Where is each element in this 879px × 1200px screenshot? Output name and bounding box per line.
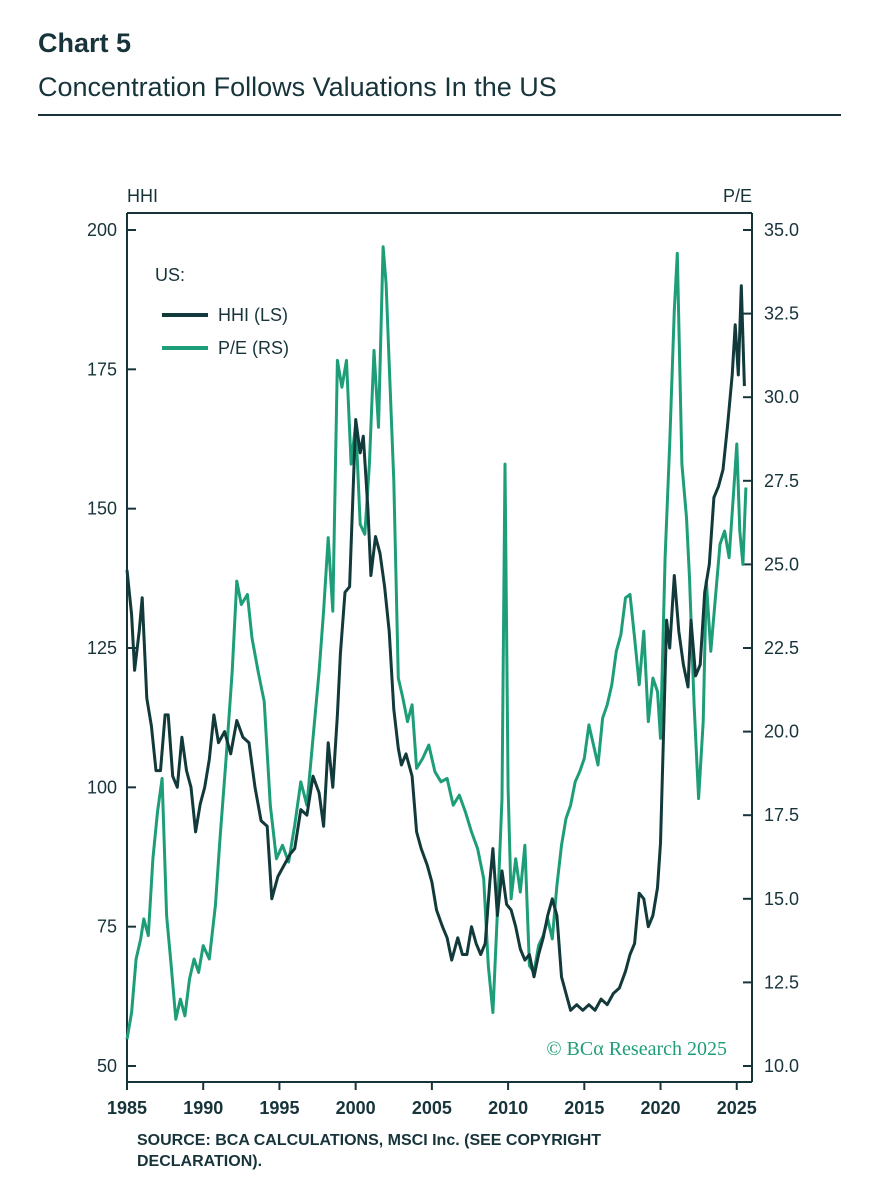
- x-tick-label: 2010: [488, 1098, 528, 1118]
- left-tick-label: 50: [97, 1056, 117, 1076]
- axis-ticks: 50 75 100 125 150 175 200 10.0 12.5 15.0 17.5 20.0 2…: [87, 220, 799, 1118]
- right-tick-label: 27.5: [764, 471, 799, 491]
- x-tick-label: 1990: [183, 1098, 223, 1118]
- right-tick-label: 35.0: [764, 220, 799, 240]
- series-lines: [125, 245, 748, 1040]
- title-divider: [38, 114, 841, 116]
- right-tick-label: 32.5: [764, 304, 799, 324]
- legend-label-hhi: HHI (LS): [218, 305, 288, 325]
- right-tick-label: 22.5: [764, 638, 799, 658]
- left-tick-label: 75: [97, 917, 117, 937]
- left-tick-label: 200: [87, 220, 117, 240]
- x-tick-label: 2020: [641, 1098, 681, 1118]
- right-tick-label: 17.5: [764, 805, 799, 825]
- pe-series-line: [125, 245, 748, 1040]
- right-tick-label: 12.5: [764, 972, 799, 992]
- source-note: SOURCE: BCA CALCULATIONS, MSCI Inc. (SEE…: [137, 1132, 602, 1170]
- left-tick-label: 100: [87, 777, 117, 797]
- bca-watermark: © BCα Research 2025: [546, 1038, 727, 1060]
- left-tick-label: 125: [87, 638, 117, 658]
- right-tick-label: 10.0: [764, 1056, 799, 1076]
- legend: US: HHI (LS) P/E (RS): [155, 265, 289, 358]
- x-tick-label: 2015: [564, 1098, 604, 1118]
- x-tick-label: 1985: [107, 1098, 147, 1118]
- x-tick-label: 2000: [336, 1098, 376, 1118]
- legend-title: US:: [155, 265, 185, 285]
- right-tick-label: 20.0: [764, 722, 799, 742]
- hhi-series-line: [125, 284, 746, 1012]
- right-tick-label: 25.0: [764, 554, 799, 574]
- right-tick-label: 30.0: [764, 387, 799, 407]
- chart-number: Chart 5: [38, 28, 132, 58]
- right-tick-label: 15.0: [764, 889, 799, 909]
- chart-title: Concentration Follows Valuations In the …: [38, 72, 557, 102]
- left-axis-label: HHI: [127, 186, 158, 206]
- legend-label-pe: P/E (RS): [218, 338, 289, 358]
- x-tick-label: 2025: [717, 1098, 757, 1118]
- x-tick-label: 1995: [259, 1098, 299, 1118]
- left-tick-label: 175: [87, 359, 117, 379]
- right-axis-label: P/E: [723, 186, 752, 206]
- left-tick-label: 150: [87, 499, 117, 519]
- x-tick-label: 2005: [412, 1098, 452, 1118]
